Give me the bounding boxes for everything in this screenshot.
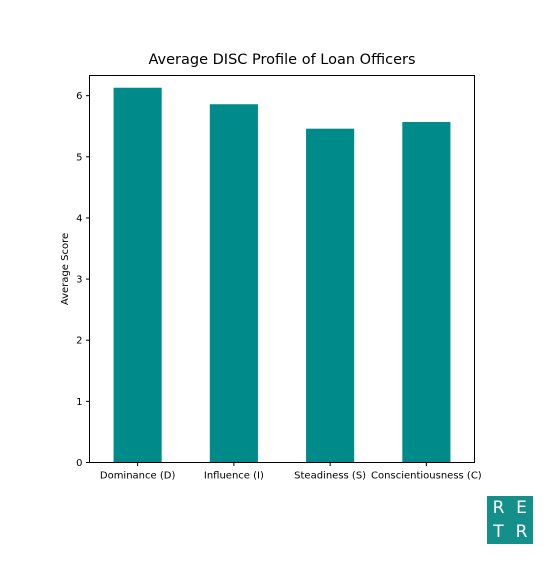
y-axis-label: Average Score — [60, 233, 71, 305]
chart-title: Average DISC Profile of Loan Officers — [148, 52, 415, 68]
x-tick-label: Steadiness (S) — [294, 471, 366, 482]
x-tick-label: Dominance (D) — [100, 471, 176, 482]
logo-letter: T — [493, 521, 504, 542]
y-tick-label: 3 — [76, 275, 82, 286]
logo-letter: R — [515, 521, 528, 542]
bar — [402, 121, 451, 463]
bar — [209, 104, 258, 463]
y-tick-label: 1 — [76, 397, 82, 408]
x-tick-label: Conscientiousness (C) — [371, 471, 482, 482]
bar — [113, 87, 162, 463]
retr-logo: R E T R — [487, 496, 533, 544]
plot-frame — [89, 75, 475, 463]
y-tick-label: 2 — [76, 336, 82, 347]
y-tick-label: 5 — [76, 152, 82, 163]
logo-letter: E — [516, 497, 527, 518]
y-axis: 0 1 2 3 4 5 6 — [76, 91, 90, 469]
bars-layer — [113, 87, 451, 463]
bar — [306, 128, 355, 463]
y-tick-label: 6 — [76, 91, 82, 102]
x-tick-label: Influence (I) — [204, 471, 264, 482]
y-tick-label: 4 — [76, 213, 82, 224]
logo-letter: R — [492, 497, 505, 518]
y-tick-label: 0 — [76, 458, 82, 469]
x-axis: Dominance (D) Influence (I) Steadiness (S)… — [100, 462, 482, 482]
